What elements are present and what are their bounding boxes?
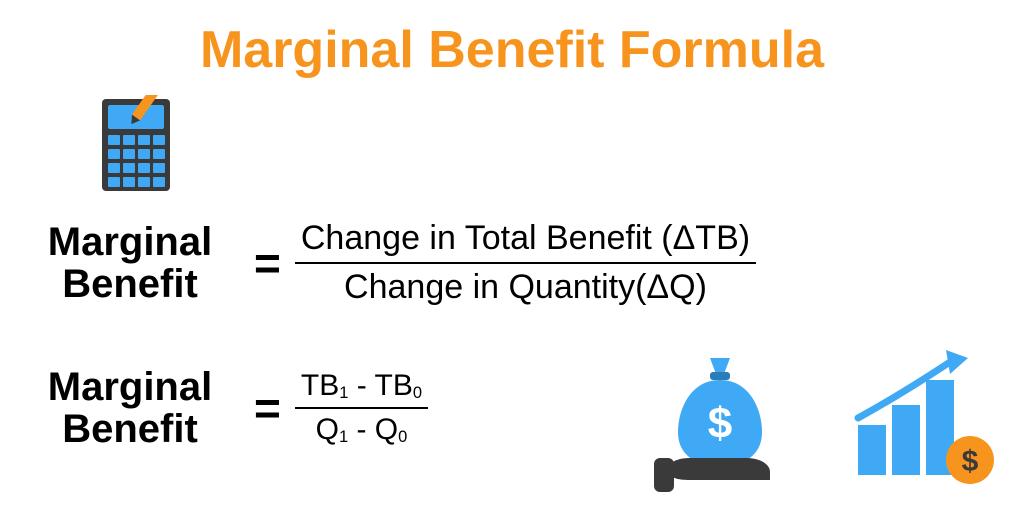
svg-text:$: $ [962,445,979,478]
formula1-numerator: Change in Total Benefit (ΔTB) [295,215,756,262]
formula-row-1: Marginal Benefit = Change in Total Benef… [20,215,756,311]
formula2-denominator: Q1 - Q0 [310,409,414,451]
formula2-fraction: TB1 - TB0 Q1 - Q0 [295,365,428,451]
equals-sign: = [254,381,281,435]
equals-sign: = [254,236,281,290]
formula2-lhs-line2: Benefit [62,407,198,451]
calculator-icon [96,95,176,200]
formula1-denominator: Change in Quantity(ΔQ) [338,264,713,311]
formula1-lhs-line1: Marginal [48,220,212,264]
formula1-fraction: Change in Total Benefit (ΔTB) Change in … [295,215,756,311]
formula1-lhs-line2: Benefit [62,262,198,306]
svg-text:$: $ [708,399,732,448]
formula2-lhs: Marginal Benefit [20,366,240,450]
formula2-lhs-line1: Marginal [48,365,212,409]
formula-row-2: Marginal Benefit = TB1 - TB0 Q1 - Q0 [20,365,428,451]
page-title: Marginal Benefit Formula [0,0,1024,90]
money-bag-icon: $ [650,340,790,505]
bar-chart-growth-icon: $ [850,340,1000,495]
formula2-numerator: TB1 - TB0 [295,365,428,407]
formula1-lhs: Marginal Benefit [20,221,240,305]
